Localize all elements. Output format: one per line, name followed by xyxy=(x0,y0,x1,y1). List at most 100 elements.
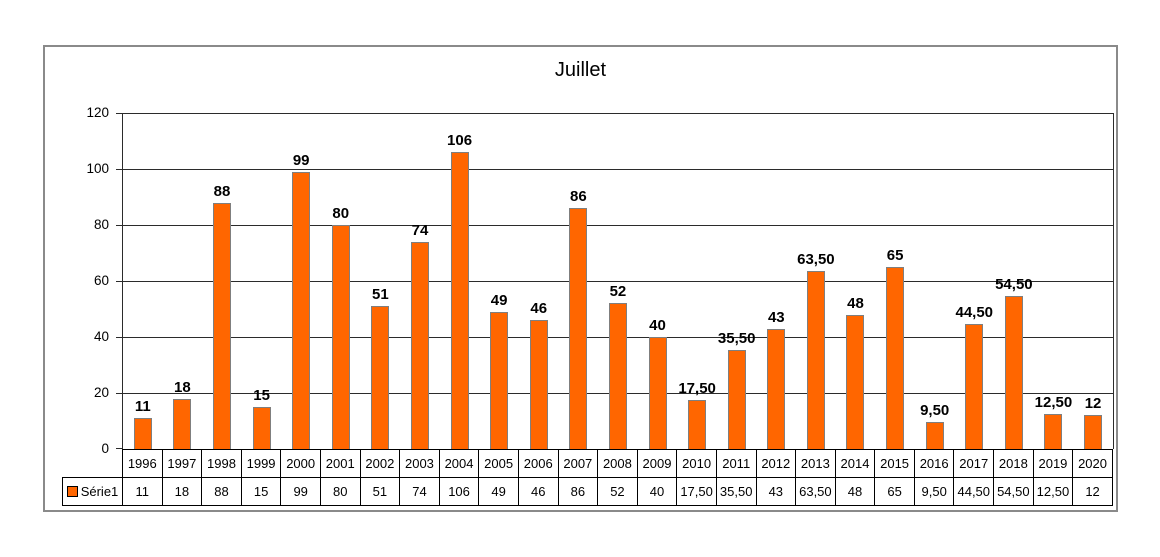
bar-column-2006: 46 xyxy=(519,113,559,449)
y-axis-tick xyxy=(116,169,123,170)
gridline-100 xyxy=(123,169,1113,170)
gridline-80 xyxy=(123,225,1113,227)
bar-value-label-2000: 99 xyxy=(292,151,310,169)
bar-column-2014: 48 xyxy=(836,113,876,449)
year-cell-2007: 2007 xyxy=(557,449,599,478)
year-cell-2019: 2019 xyxy=(1032,449,1074,478)
data-table: 1996 1997 1998 1999 2000 2001 2002 2003 2004 2005… xyxy=(62,449,1113,506)
y-axis-tick xyxy=(116,113,123,114)
bar-value-label-2002: 51 xyxy=(372,286,389,304)
y-axis-tick xyxy=(116,281,123,282)
plot-area: 0 20 40 60 80 100 120 11 18 88 15 99 80 51 74 106 49 46 86… xyxy=(86,105,1114,456)
year-cell-1999: 1999 xyxy=(240,449,282,478)
bar-column-1999: 15 xyxy=(242,113,282,449)
value-cell-2006: 46 xyxy=(517,477,559,506)
y-axis-tick-label: 80 xyxy=(93,217,109,233)
bar-column-2002: 51 xyxy=(361,113,401,449)
year-cell-2010: 2010 xyxy=(676,449,717,478)
bar-column-2019: 12,50 xyxy=(1034,113,1074,449)
year-cell-2005: 2005 xyxy=(478,449,519,478)
bar-value-label-2004: 106 xyxy=(447,132,473,150)
year-cell-2014: 2014 xyxy=(834,449,876,478)
chart-title: Juillet xyxy=(554,59,607,81)
bar-2011 xyxy=(727,349,746,449)
bar-1997 xyxy=(173,398,192,449)
value-cell-2010: 17,50 xyxy=(676,477,717,506)
bar-2005 xyxy=(490,311,509,449)
bar-value-label-1996: 11 xyxy=(134,398,151,416)
y-axis-tick-label: 100 xyxy=(86,161,109,176)
value-cell-1996: 11 xyxy=(122,477,163,506)
year-cell-2006: 2006 xyxy=(517,449,559,478)
year-cell-2016: 2016 xyxy=(913,449,955,478)
bar-2020 xyxy=(1084,415,1103,449)
value-cell-2009: 40 xyxy=(636,477,678,506)
value-cell-1999: 15 xyxy=(240,477,282,506)
bar-column-2007: 86 xyxy=(559,113,599,449)
bar-2012 xyxy=(767,328,786,449)
bar-value-label-2016: 9,50 xyxy=(920,402,950,420)
bar-value-label-2018: 54,50 xyxy=(995,276,1033,294)
year-cell-2018: 2018 xyxy=(993,449,1034,478)
series-marker-icon xyxy=(66,486,78,497)
value-cell-2003: 74 xyxy=(399,477,440,506)
year-cell-2004: 2004 xyxy=(438,449,480,478)
bar-column-2020: 12 xyxy=(1073,113,1113,449)
bar-2017 xyxy=(965,324,984,449)
value-cell-2013: 63,50 xyxy=(795,477,836,506)
value-cell-2012: 43 xyxy=(755,477,797,506)
year-cell-2015: 2015 xyxy=(874,449,915,478)
bar-2009 xyxy=(648,337,667,449)
bar-column-2000: 99 xyxy=(281,113,321,449)
bar-column-2015: 65 xyxy=(875,113,915,449)
bar-column-2018: 54,50 xyxy=(994,113,1034,449)
value-cell-2005: 49 xyxy=(478,477,519,506)
bar-value-label-2005: 49 xyxy=(490,291,508,309)
bar-column-2001: 80 xyxy=(321,113,361,449)
year-cell-2008: 2008 xyxy=(597,449,638,478)
bar-column-2010: 17,50 xyxy=(677,113,717,449)
series-name-label: Série1 xyxy=(80,484,119,499)
year-cell-2001: 2001 xyxy=(319,449,361,478)
bar-2007 xyxy=(569,208,588,449)
bar-column-1996: 11 xyxy=(123,113,163,449)
value-cell-2018: 54,50 xyxy=(993,477,1034,506)
bar-value-label-1999: 15 xyxy=(253,387,270,404)
y-axis-tick-label: 120 xyxy=(86,105,109,120)
value-cell-2008: 52 xyxy=(597,477,638,506)
y-axis-tick-label: 20 xyxy=(93,385,109,401)
bar-value-label-2011: 35,50 xyxy=(717,329,756,347)
bar-2014 xyxy=(846,314,865,449)
bar-value-label-2015: 65 xyxy=(886,247,904,264)
bar-2008 xyxy=(608,303,627,449)
bar-value-label-1998: 88 xyxy=(213,182,231,200)
bar-2010 xyxy=(688,400,707,449)
y-axis-tick-label: 0 xyxy=(101,441,109,456)
bar-column-2013: 63,50 xyxy=(796,113,836,449)
bar-value-label-2013: 63,50 xyxy=(797,251,835,269)
bar-value-label-2012: 43 xyxy=(767,308,785,326)
bar-2018 xyxy=(1004,296,1023,449)
bar-value-label-2003: 74 xyxy=(411,221,429,239)
bar-value-label-2019: 12,50 xyxy=(1034,394,1073,411)
value-cell-2000: 99 xyxy=(280,477,321,506)
value-cell-2002: 51 xyxy=(359,477,401,506)
y-axis-tick xyxy=(116,337,123,339)
bar-2015 xyxy=(886,267,905,449)
bar-2002 xyxy=(371,306,390,449)
bar-column-2017: 44,50 xyxy=(954,113,994,449)
gridline-60 xyxy=(123,281,1113,282)
bar-value-label-2007: 86 xyxy=(569,188,587,206)
bar-value-label-2017: 44,50 xyxy=(955,304,994,322)
bar-column-2009: 40 xyxy=(638,113,678,449)
bar-column-1997: 18 xyxy=(163,113,203,449)
year-cell-2013: 2013 xyxy=(795,449,836,478)
bar-value-label-2020: 12 xyxy=(1084,395,1102,413)
year-cell-2000: 2000 xyxy=(280,449,321,478)
bar-2006 xyxy=(529,320,548,449)
bar-column-1998: 88 xyxy=(202,113,242,449)
bar-column-2008: 52 xyxy=(598,113,638,449)
year-cell-1997: 1997 xyxy=(161,449,203,478)
legend-cell: Série1 xyxy=(62,477,123,506)
bar-2013 xyxy=(806,271,825,449)
